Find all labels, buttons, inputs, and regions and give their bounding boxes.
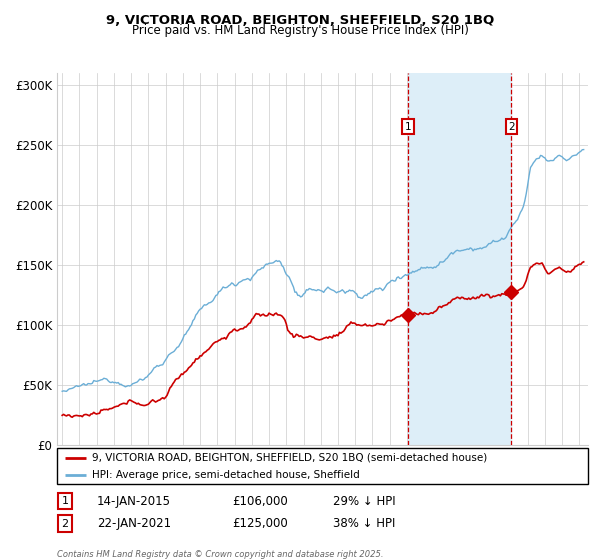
Text: 1: 1: [61, 496, 68, 506]
Text: 29% ↓ HPI: 29% ↓ HPI: [333, 494, 396, 508]
Text: 2: 2: [508, 122, 515, 132]
Text: 14-JAN-2015: 14-JAN-2015: [97, 494, 171, 508]
Text: £106,000: £106,000: [232, 494, 288, 508]
Text: 2: 2: [61, 519, 68, 529]
Text: 9, VICTORIA ROAD, BEIGHTON, SHEFFIELD, S20 1BQ: 9, VICTORIA ROAD, BEIGHTON, SHEFFIELD, S…: [106, 14, 494, 27]
FancyBboxPatch shape: [57, 448, 588, 484]
Text: Contains HM Land Registry data © Crown copyright and database right 2025.
This d: Contains HM Land Registry data © Crown c…: [57, 550, 383, 560]
Text: 1: 1: [404, 122, 411, 132]
Text: £125,000: £125,000: [232, 517, 288, 530]
Text: 22-JAN-2021: 22-JAN-2021: [97, 517, 171, 530]
Text: 9, VICTORIA ROAD, BEIGHTON, SHEFFIELD, S20 1BQ (semi-detached house): 9, VICTORIA ROAD, BEIGHTON, SHEFFIELD, S…: [92, 453, 487, 463]
Text: HPI: Average price, semi-detached house, Sheffield: HPI: Average price, semi-detached house,…: [92, 470, 359, 479]
Text: Price paid vs. HM Land Registry's House Price Index (HPI): Price paid vs. HM Land Registry's House …: [131, 24, 469, 37]
Bar: [407, 73, 511, 445]
Text: 38% ↓ HPI: 38% ↓ HPI: [333, 517, 395, 530]
